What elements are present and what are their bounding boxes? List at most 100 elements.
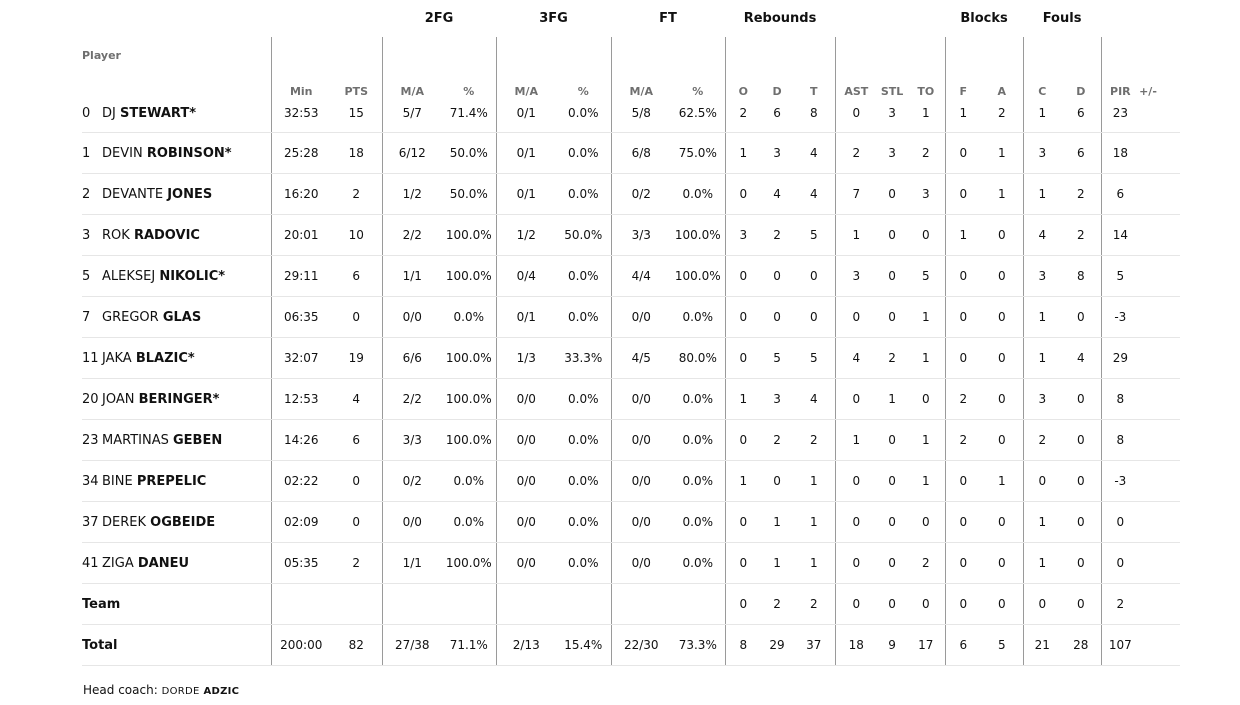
stat-ft-percent: 0.0% [671,173,726,215]
stat-blocks-against: 0 [981,419,1024,461]
team-row-label: Team [82,583,271,625]
stat-total-rebounds: 1 [793,460,836,502]
player-first-name[interactable]: DEVANTE [102,186,164,202]
stat-steals: 3 [877,132,908,174]
player-last-name[interactable]: NIKOLIC* [159,268,226,284]
stat-blocks-favor: 2 [944,419,982,461]
group-header-2fg: 2FG [424,11,454,26]
col-header-to[interactable]: TO [917,85,935,98]
stat-pir: -3 [1100,296,1140,338]
stat-fouls-committed: 21 [1022,624,1062,666]
stat-fouls-committed: 2 [1022,419,1062,461]
col-header-2fg-pct[interactable]: % [463,85,475,98]
stat-turnovers: 2 [907,132,946,174]
player-first-name[interactable]: ZIGA [102,555,134,571]
stat-ft-percent: 0.0% [671,542,726,584]
player-first-name[interactable]: DJ [102,106,116,121]
stat-pir: 8 [1100,419,1140,461]
stat-3fg-made-attempted [495,583,557,625]
player-first-name[interactable]: BINE [102,473,133,489]
stat-points: 6 [331,255,382,297]
stat-2fg-made-attempted: 1/2 [381,173,442,215]
stat-minutes: 20:01 [270,214,331,256]
col-header-3fg-pct[interactable]: % [577,85,589,98]
player-last-name[interactable]: ROBINSON* [146,145,232,161]
col-header-stl[interactable]: STL [880,85,904,98]
stat-defensive-rebounds: 3 [761,378,794,420]
player-last-name[interactable]: DANEU [137,555,190,571]
col-header-reb-d[interactable]: D [772,85,782,98]
stat-steals: 0 [877,296,908,338]
player-last-name[interactable]: BLAZIC* [135,350,195,366]
stat-ft-percent: 0.0% [671,460,726,502]
col-header-reb-o[interactable]: O [724,37,762,106]
col-header-foul-d[interactable]: D [1076,85,1086,98]
stat-fouls-committed: 0 [1022,460,1062,502]
col-header-ast[interactable]: AST [834,37,878,106]
col-header-blk-a[interactable]: A [997,85,1007,98]
stat-2fg-percent: 100.0% [442,542,497,584]
player-first-name[interactable]: ROK [102,227,130,243]
stat-defensive-rebounds: 3 [761,132,794,174]
stat-fouls-committed: 1 [1022,173,1062,215]
stat-fouls-committed: 1 [1022,337,1062,379]
player-last-name[interactable]: BERINGER* [138,391,220,407]
player-first-name[interactable]: ALEKSEJ [102,268,156,284]
stat-offensive-rebounds: 0 [724,542,762,584]
col-header-blk-f[interactable]: F [944,37,982,106]
player-first-name[interactable]: JAKA [102,350,132,366]
head-coach-label: Head coach: [83,683,158,697]
player-number: 7 [82,309,91,325]
player-last-name[interactable]: PREPELIC [136,473,207,489]
stat-assists: 4 [834,337,878,379]
stat-steals: 3 [877,106,908,133]
stat-fouls-committed: 1 [1022,106,1062,133]
col-header-3fg-ma[interactable]: M/A [495,37,557,106]
stat-assists: 7 [834,173,878,215]
col-header-player[interactable]: Player [82,49,121,62]
player-cell: 2 DEVANTE JONES [82,173,271,215]
col-header-pts[interactable]: PTS [344,85,369,98]
group-header-row: 2FG 3FG FT Rebounds Blocks Fouls [82,0,1180,37]
stat-points: 0 [331,460,382,502]
col-header-plus-minus[interactable]: +/- [1139,85,1157,98]
player-last-name[interactable]: JONES [167,186,213,202]
stat-2fg-made-attempted: 0/0 [381,501,442,543]
col-header-reb-t[interactable]: T [810,85,818,98]
player-first-name[interactable]: GREGOR [102,309,159,325]
col-header-ft-ma[interactable]: M/A [610,37,672,106]
stat-blocks-against: 5 [981,624,1024,666]
col-header-foul-c[interactable]: C [1022,37,1062,106]
player-last-name[interactable]: OGBEIDE [150,514,216,530]
stat-fouls-drawn: 2 [1061,173,1102,215]
stat-total-rebounds: 4 [793,378,836,420]
col-header-pir[interactable]: PIR [1100,37,1140,106]
stat-fouls-committed: 3 [1022,378,1062,420]
col-header-ft-pct[interactable]: % [692,85,704,98]
col-header-2fg-ma[interactable]: M/A [381,37,442,106]
player-row: 20 JOAN BERINGER* 12:53 4 2/2 100.0% 0/0 0.0% 0/… [82,378,1181,420]
player-last-name[interactable]: STEWART* [120,106,197,121]
stat-plus-minus [1139,624,1181,666]
stat-assists: 0 [834,296,878,338]
player-row: 7 GREGOR GLAS 06:35 0 0/0 0.0% 0/1 0.0% 0/0 0.0% 0… [82,296,1181,338]
stat-offensive-rebounds: 1 [724,378,762,420]
stat-2fg-made-attempted: 6/12 [381,132,442,174]
player-first-name[interactable]: JOAN [102,391,135,407]
player-last-name[interactable]: GLAS [162,309,202,325]
player-cell: 20 JOAN BERINGER* [82,378,271,420]
stat-pir: 0 [1100,542,1140,584]
player-last-name[interactable]: RADOVIC [133,227,200,243]
stat-ft-made-attempted: 6/8 [610,132,672,174]
stat-fouls-drawn: 0 [1061,419,1102,461]
player-first-name[interactable]: DEREK [102,514,146,530]
stat-3fg-percent: 0.0% [556,255,612,297]
player-last-name[interactable]: GEBEN [172,432,223,448]
stat-blocks-favor: 0 [944,501,982,543]
stat-plus-minus [1139,460,1181,502]
player-first-name[interactable]: MARTINAS [102,432,169,448]
stat-3fg-made-attempted: 0/0 [495,460,557,502]
player-row: 2 DEVANTE JONES 16:20 2 1/2 50.0% 0/1 0.0% 0/2 0.… [82,173,1181,215]
player-first-name[interactable]: DEVIN [102,145,143,161]
col-header-min[interactable]: Min [270,37,331,106]
